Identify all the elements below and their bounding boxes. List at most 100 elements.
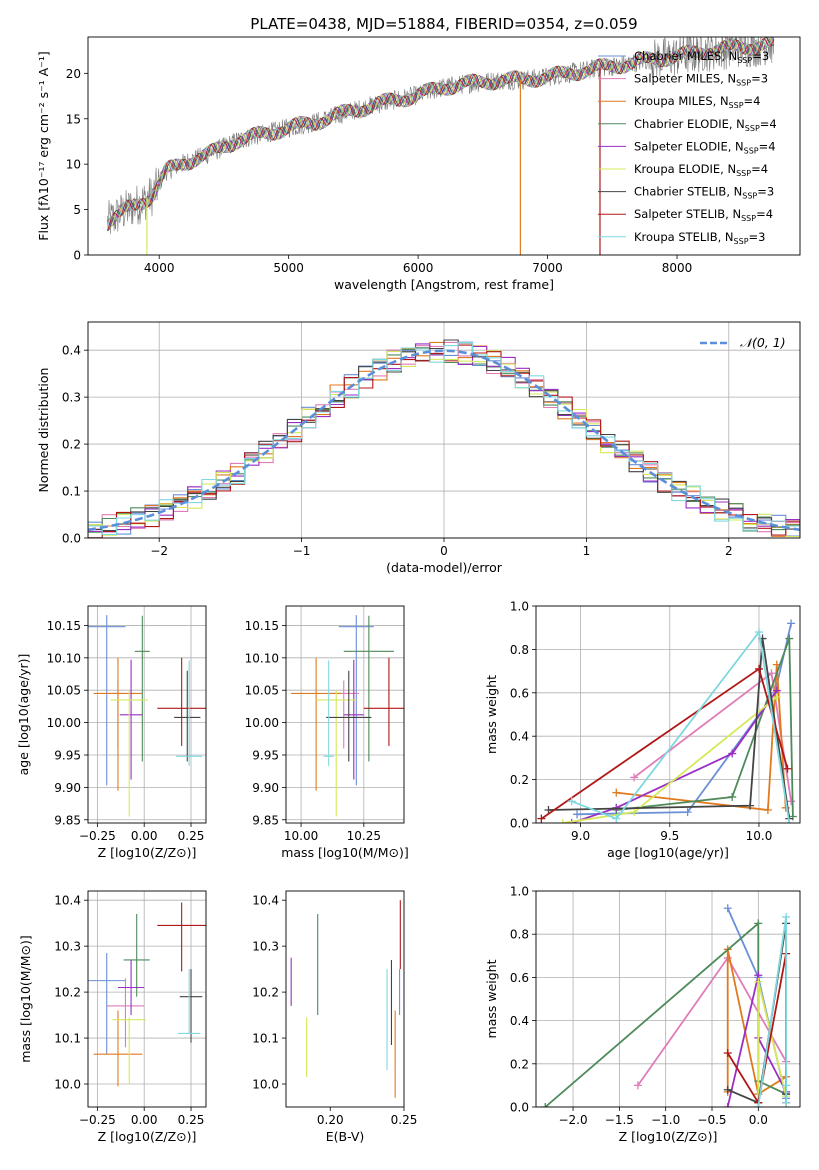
age_vs_Z-panel: −0.25 0.00 0.25 9.85 9.90 9.95 10.00 10.05 10.10… <box>16 605 207 860</box>
mass-weight-point <box>785 819 794 823</box>
age_vs_Z-ytick-label: 10.05 <box>47 684 81 698</box>
mass_vs_EBV-ytick-label: 10.0 <box>252 1078 279 1092</box>
age_vs_Z-xlabel: Z [log10(Z/Z⊙)] <box>98 845 197 860</box>
mass_vs_EBV-xtick-label: 0.25 <box>391 1113 418 1127</box>
weight_vs_Z-panel: −2.0 −1.5 −1.0 −0.5 0.0 0.0 0.2 0.4 0.6 0.8 1.0 Z [… <box>484 885 801 1144</box>
legend-entry: Salpeter ELODIE, NSSP=4 <box>634 139 776 155</box>
mass_vs_Z-ylabel: mass [log10(M/M⊙)] <box>18 935 33 1063</box>
age_vs_mass-ytick-label: 9.95 <box>252 748 279 762</box>
mass-weight-point <box>728 749 737 758</box>
age_vs_mass-ytick-label: 9.85 <box>252 813 279 827</box>
legend-suffix: =3 <box>757 185 774 199</box>
weight_vs_Z-xtick-label: −2.0 <box>558 1113 587 1127</box>
weight_vs_age-ytick-label: 1.0 <box>510 600 529 614</box>
weight_vs_Z-xtick-label: −1.5 <box>605 1113 634 1127</box>
age_vs_Z-ytick-label: 9.85 <box>54 813 81 827</box>
mass_vs_EBV-ytick-label: 10.3 <box>252 940 279 954</box>
legend-entry: Chabrier STELIB, NSSP=3 <box>634 185 774 201</box>
age_vs_Z-frame <box>87 605 207 824</box>
spectrum-ytick-label: 0 <box>73 249 81 263</box>
weight_vs_Z-ytick-label: 0.4 <box>510 1014 529 1028</box>
legend-label: Kroupa STELIB, N <box>634 230 734 244</box>
weight_vs_age-xtick-label: 9.5 <box>660 829 679 843</box>
legend-subscript: SSP <box>744 146 759 155</box>
mass-weight-point <box>728 792 737 801</box>
legend-suffix: =3 <box>749 230 766 244</box>
mass-weight-point <box>612 788 621 797</box>
weight_vs_age-xtick-label: 10.0 <box>746 829 773 843</box>
mass_vs_EBV-ytick-label: 10.2 <box>252 986 279 1000</box>
residuals-xtick-label: 1 <box>583 544 591 558</box>
residuals-panel: −2 −1 0 1 2 0.0 0.1 0.2 0.3 0.4 (data-model)/error… <box>36 321 801 575</box>
mass_vs_Z-xtick-label: −0.25 <box>79 1113 116 1127</box>
weight_vs_Z-xtick-label: 0.0 <box>749 1113 768 1127</box>
legend-entry: 𝒩(0, 1) <box>740 335 786 350</box>
figure-title: PLATE=0438, MJD=51884, FIBERID=0354, z=0… <box>250 15 637 33</box>
mass-weight-point <box>573 810 582 819</box>
weight_vs_Z-frame <box>535 890 801 1108</box>
weight_vs_age-ytick-label: 0.6 <box>510 686 529 700</box>
weight_vs_age-panel: 9.0 9.5 10.0 0.0 0.2 0.4 0.6 0.8 1.0 age [log10(a… <box>484 600 801 860</box>
legend-suffix: =4 <box>744 94 761 108</box>
age_vs_Z-plot-area <box>88 615 206 817</box>
mass-weight-line <box>548 638 791 819</box>
spectrum-xtick-label: 6000 <box>403 261 434 275</box>
mass-weight-point <box>723 1049 732 1057</box>
age_vs_mass-xlabel: mass [log10(M/M⊙)] <box>281 845 409 860</box>
mass-weight-point <box>754 628 763 637</box>
mass-weight-point <box>754 664 763 673</box>
normal-reference-curve <box>88 349 800 532</box>
mass_vs_EBV-ytick-label: 10.1 <box>252 1032 279 1046</box>
weight_vs_Z-ytick-label: 0.8 <box>510 928 529 942</box>
legend-label: Salpeter ELODIE, N <box>634 139 744 153</box>
weight_vs_Z-xlabel: Z [log10(Z/Z⊙)] <box>619 1129 718 1144</box>
residuals-xtick-label: 0 <box>440 544 448 558</box>
legend-subscript: SSP <box>741 214 756 223</box>
legend-entry: Salpeter STELIB, NSSP=4 <box>634 207 773 223</box>
age_vs_mass-ytick-label: 10.10 <box>245 651 279 665</box>
mass_vs_Z-panel: −0.25 0.00 0.25 10.0 10.1 10.2 10.3 10.4 Z [log1… <box>18 890 207 1144</box>
mass_vs_Z-frame <box>87 890 207 1108</box>
mass_vs_Z-ytick-label: 10.0 <box>54 1078 81 1092</box>
mass_vs_Z-xtick-label: 0.25 <box>178 1113 205 1127</box>
age_vs_mass-ytick-label: 10.00 <box>245 716 279 730</box>
mass-weight-line <box>571 629 791 823</box>
weight_vs_Z-ylabel: mass weight <box>484 959 499 1038</box>
weight_vs_age-xlabel: age [log10(age/yr)] <box>607 845 729 860</box>
mass_vs_Z-xlabel: Z [log10(Z/Z⊙)] <box>98 1129 197 1144</box>
age_vs_Z-xtick-label: 0.00 <box>131 829 158 843</box>
mass-weight-point <box>785 634 794 643</box>
legend-label: Salpeter STELIB, N <box>634 207 741 221</box>
age_vs_mass-panel: 10.00 10.25 9.85 9.90 9.95 10.00 10.05 10.10 10.… <box>245 605 409 860</box>
legend-subscript: SSP <box>734 237 749 246</box>
weight_vs_Z-ytick-label: 0.6 <box>510 971 529 985</box>
mass-weight-point <box>782 1098 791 1107</box>
age_vs_Z-ytick-label: 10.10 <box>47 651 81 665</box>
spectrum-model-line <box>106 38 775 231</box>
legend-entry: Chabrier ELODIE, NSSP=4 <box>634 117 777 133</box>
mass-weight-line <box>616 664 787 812</box>
mass-weight-line <box>757 916 787 1107</box>
spectrum-model-line <box>107 37 775 231</box>
age_vs_Z-ytick-label: 9.90 <box>54 781 81 795</box>
spectrum-ylabel: Flux [fλ10⁻¹⁷ erg cm⁻² s⁻¹ A⁻¹] <box>36 51 51 240</box>
weight_vs_age-plot-area <box>537 619 797 823</box>
weight_vs_Z-ytick-label: 0.2 <box>510 1057 529 1071</box>
residuals-xlabel: (data-model)/error <box>386 560 503 575</box>
residuals-ytick-label: 0.4 <box>62 344 81 358</box>
mass-weight-point <box>723 1085 732 1094</box>
age_vs_Z-ylabel: age [log10(age/yr)] <box>16 654 31 776</box>
weight_vs_age-ytick-label: 0.8 <box>510 643 529 657</box>
legend-suffix: =4 <box>756 207 773 221</box>
spectrum-panel: 4000 5000 6000 7000 8000 0 5 10 15 20 wavelength [… <box>36 36 801 292</box>
residuals-frame <box>87 321 801 539</box>
mass-weight-point <box>754 919 763 928</box>
legend-subscript: SSP <box>737 56 752 65</box>
mass_vs_EBV-frame <box>285 890 405 1108</box>
age_vs_Z-xtick-label: −0.25 <box>79 829 116 843</box>
mass-weight-point <box>782 1081 791 1090</box>
age_vs_Z-xtick-label: 0.25 <box>178 829 205 843</box>
mass-weight-point <box>754 1103 763 1107</box>
legend-label: Chabrier STELIB, N <box>634 185 742 199</box>
mass-weight-point <box>537 814 546 823</box>
